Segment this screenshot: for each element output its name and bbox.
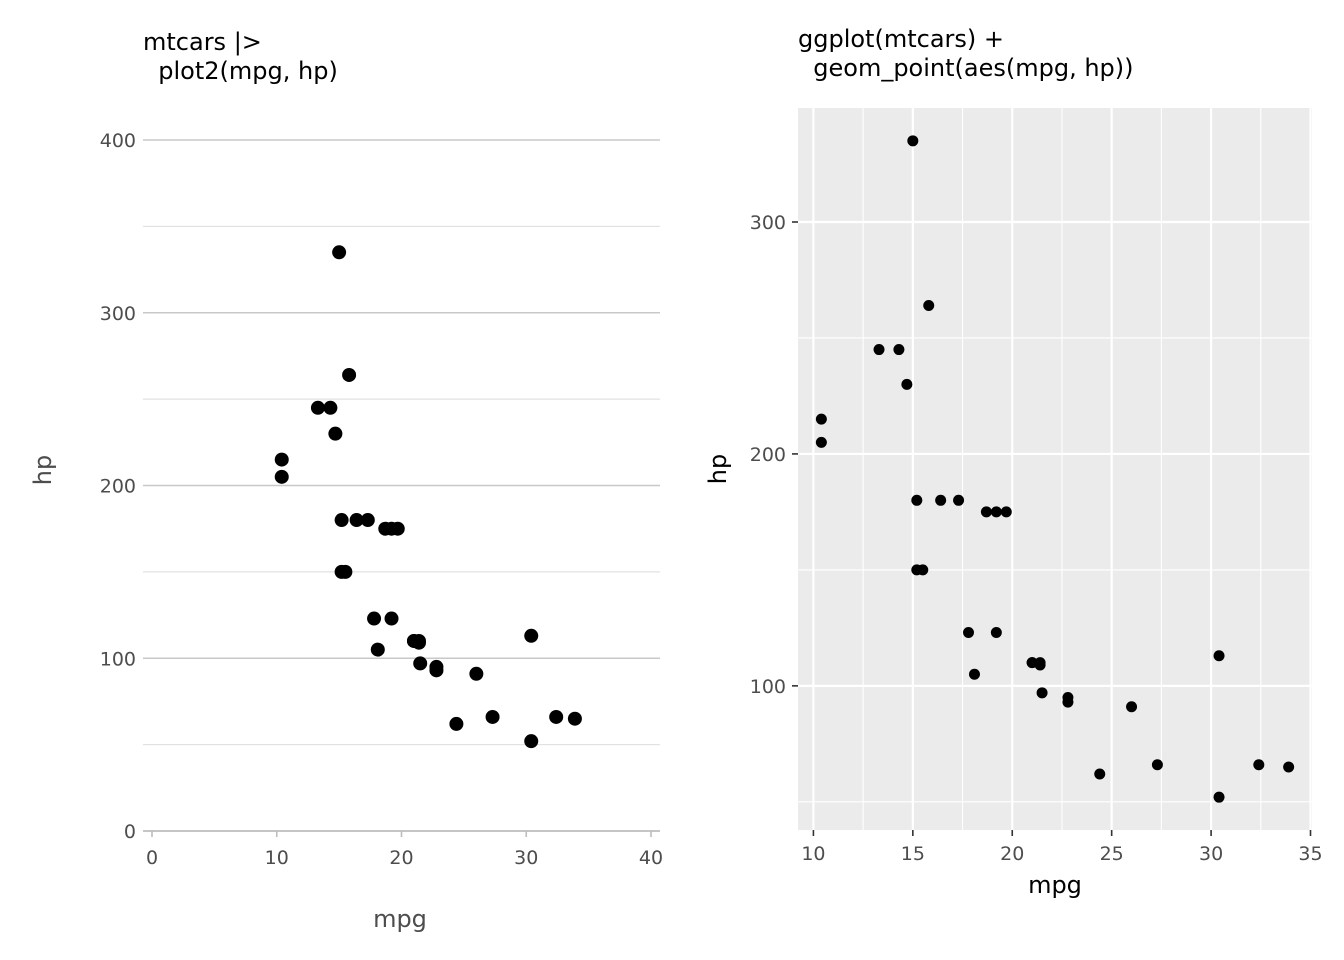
data-point — [1283, 761, 1295, 773]
x-axis-ticks: 0 10 20 30 40 — [146, 831, 663, 869]
data-point — [360, 513, 375, 528]
y-axis-ticks: 100 200 300 — [750, 212, 798, 698]
data-point — [923, 299, 935, 311]
x-tick-label: 15 — [901, 843, 925, 865]
y-axis-label: hp — [704, 454, 732, 484]
y-axis-ticks: 0 100 200 300 400 — [100, 130, 136, 843]
data-point — [990, 627, 1002, 639]
data-point — [411, 635, 426, 650]
data-point — [968, 668, 980, 680]
x-tick-label: 20 — [1000, 843, 1024, 865]
data-point — [524, 628, 539, 643]
data-point — [901, 378, 913, 390]
x-tick-label: 10 — [265, 847, 289, 869]
x-tick-label: 30 — [1199, 843, 1223, 865]
data-point — [980, 506, 992, 518]
data-point — [390, 521, 405, 536]
data-point — [413, 656, 428, 671]
data-point — [567, 711, 582, 726]
data-point — [370, 642, 385, 657]
data-point — [349, 513, 364, 528]
data-point — [907, 135, 919, 147]
data-point — [469, 666, 484, 681]
data-point — [911, 564, 923, 576]
x-tick-label: 0 — [146, 847, 158, 869]
data-point — [328, 426, 343, 441]
ggplot-chart: ggplot(mtcars) + geom_point(aes(mpg, hp)… — [704, 25, 1323, 899]
data-point — [1151, 759, 1163, 771]
x-tick-label: 20 — [389, 847, 413, 869]
data-point — [1094, 768, 1106, 780]
plot-panel — [798, 108, 1312, 830]
data-point — [429, 659, 444, 674]
data-point — [1062, 691, 1074, 703]
x-tick-label: 40 — [639, 847, 663, 869]
data-point — [1126, 701, 1138, 713]
data-point — [524, 734, 539, 749]
data-point — [332, 245, 347, 260]
y-tick-label: 0 — [124, 821, 136, 843]
chart-title-line-1: mtcars |> — [143, 28, 262, 56]
x-axis-label: mpg — [373, 905, 427, 933]
y-tick-label: 300 — [100, 303, 136, 325]
x-axis-ticks: 10 15 20 25 30 35 — [801, 830, 1323, 865]
data-point — [963, 627, 975, 639]
data-point — [334, 513, 349, 528]
data-point — [367, 611, 382, 626]
data-point — [1253, 759, 1265, 771]
x-axis-label: mpg — [1028, 871, 1082, 899]
data-point — [274, 452, 289, 467]
data-point — [911, 494, 923, 506]
chart-title-line-2: plot2(mpg, hp) — [143, 57, 338, 85]
data-point — [1213, 650, 1225, 662]
chart-title-line-2: geom_point(aes(mpg, hp)) — [798, 54, 1134, 82]
data-point — [1034, 659, 1046, 671]
data-point — [815, 413, 827, 425]
gridlines — [143, 139, 660, 746]
x-tick-label: 30 — [514, 847, 538, 869]
y-tick-label: 300 — [750, 212, 786, 234]
data-point — [935, 494, 947, 506]
data-point — [549, 709, 564, 724]
y-tick-label: 100 — [750, 676, 786, 698]
chart-title-line-1: ggplot(mtcars) + — [798, 25, 1004, 53]
x-tick-label: 10 — [801, 843, 825, 865]
points — [815, 135, 1295, 803]
data-point — [893, 344, 905, 356]
x-tick-label: 35 — [1298, 843, 1322, 865]
data-point — [485, 709, 500, 724]
y-tick-label: 100 — [100, 648, 136, 670]
data-point — [384, 611, 399, 626]
data-point — [1000, 506, 1012, 518]
data-point — [1213, 791, 1225, 803]
y-tick-label: 200 — [100, 476, 136, 498]
data-point — [334, 564, 349, 579]
y-tick-label: 400 — [100, 130, 136, 152]
data-point — [449, 716, 464, 731]
data-point — [310, 400, 325, 415]
y-axis-label: hp — [29, 455, 57, 485]
x-tick-label: 25 — [1100, 843, 1124, 865]
gridlines — [798, 108, 1312, 830]
data-point — [953, 494, 965, 506]
data-point — [873, 344, 885, 356]
y-tick-label: 200 — [750, 444, 786, 466]
plot2-chart: mtcars |> plot2(mpg, hp) 0 10 20 30 40 0 100 2… — [29, 28, 663, 933]
data-point — [1036, 687, 1048, 699]
data-point — [815, 436, 827, 448]
data-point — [274, 469, 289, 484]
points — [274, 245, 582, 749]
data-point — [342, 367, 357, 382]
data-point — [990, 506, 1002, 518]
data-point — [323, 400, 338, 415]
